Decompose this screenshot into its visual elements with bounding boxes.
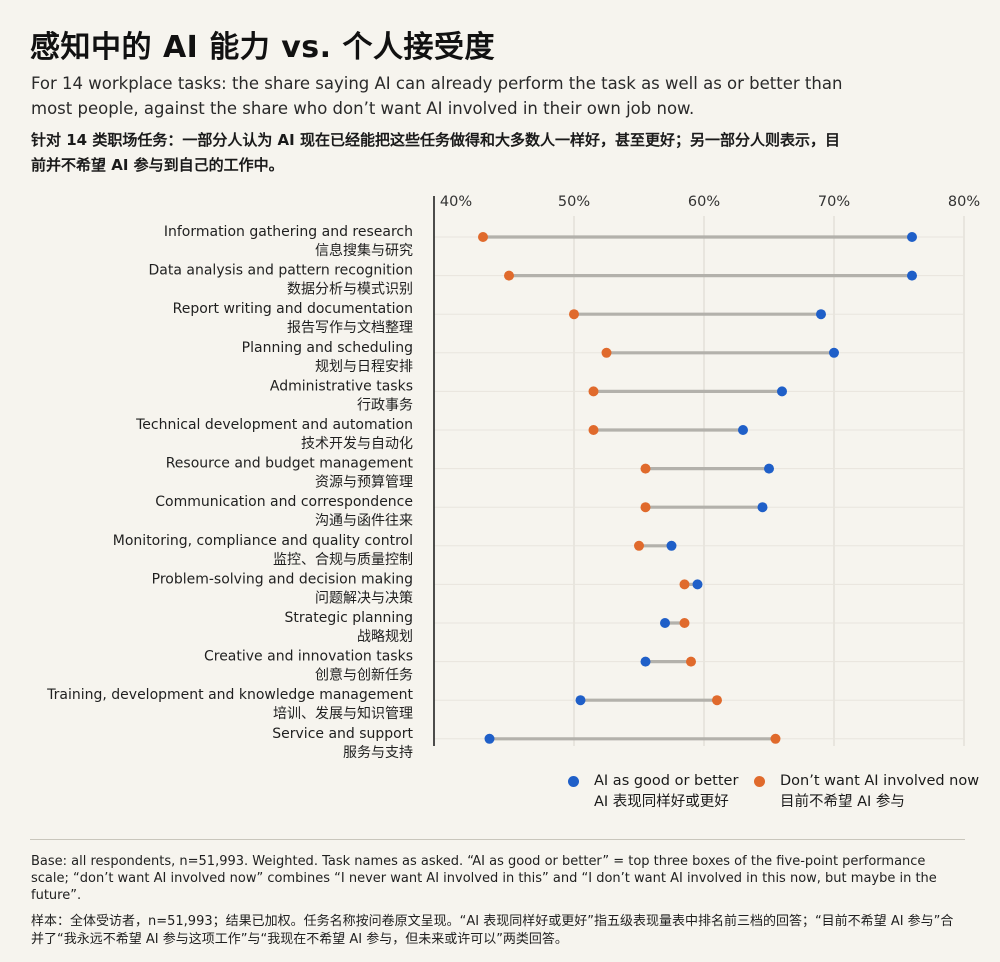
dot-dont-want xyxy=(601,347,612,358)
category-label-en: Information gathering and research xyxy=(164,224,413,240)
dot-ai-as-good xyxy=(816,309,826,320)
legend-label-good-zh: AI 表现同样好或更好 xyxy=(594,794,729,810)
x-tick-label: 50% xyxy=(558,194,590,210)
category-label-zh: 规划与日程安排 xyxy=(315,359,413,375)
dot-dont-want xyxy=(686,656,696,667)
dot-ai-as-good xyxy=(666,540,677,551)
category-label-en: Report writing and documentation xyxy=(173,301,413,317)
dot-dont-want xyxy=(679,579,690,590)
dot-ai-as-good xyxy=(575,695,586,706)
dot-ai-as-good xyxy=(484,733,495,744)
grid-layer xyxy=(433,196,965,746)
x-tick-label: 40% xyxy=(440,194,472,210)
footnote-divider xyxy=(30,839,965,840)
dot-dont-want xyxy=(712,695,722,706)
footnote-en: Base: all respondents, n=51,993. Weighte… xyxy=(31,854,937,903)
category-label-zh: 报告写作与文档整理 xyxy=(287,320,413,336)
category-label-en: Technical development and automation xyxy=(135,417,413,433)
dot-dont-want xyxy=(588,386,599,397)
legend-label-dontwant-zh: 目前不希望 AI 参与 xyxy=(780,794,905,810)
category-label-zh: 服务与支持 xyxy=(343,745,413,761)
legend-label-good-en: AI as good or better xyxy=(594,773,739,789)
dot-ai-as-good xyxy=(777,386,787,397)
dot-dont-want xyxy=(640,502,651,513)
category-label-en: Creative and innovation tasks xyxy=(204,649,413,665)
category-label-en: Monitoring, compliance and quality contr… xyxy=(113,533,413,549)
category-label-zh: 技术开发与自动化 xyxy=(301,436,413,452)
dot-dont-want xyxy=(569,309,579,320)
category-label-en: Planning and scheduling xyxy=(242,340,413,356)
chart-title: 感知中的 AI 能力 vs. 个人接受度 xyxy=(30,30,495,65)
connector-layer xyxy=(481,235,914,741)
category-label-en: Service and support xyxy=(272,726,413,742)
legend-marker-good xyxy=(568,776,579,787)
category-label-en: Communication and correspondence xyxy=(155,494,413,510)
x-tick-label: 80% xyxy=(948,194,980,210)
legend-label-dontwant-en: Don’t want AI involved now xyxy=(780,773,980,789)
category-label-en: Training, development and knowledge mana… xyxy=(46,687,413,703)
dot-ai-as-good xyxy=(660,618,670,628)
category-label-zh: 行政事务 xyxy=(357,397,413,413)
legend-label-dontwant: Don’t want AI involved now 目前不希望 AI 参与 xyxy=(780,771,979,813)
category-label-zh: 数据分析与模式识别 xyxy=(287,282,413,298)
label-layer: 40% 50% 60% 70% 80% Information gathering and… xyxy=(46,194,980,761)
dot-ai-as-good xyxy=(757,502,768,513)
category-label-zh: 资源与预算管理 xyxy=(315,475,413,491)
category-label-en: Strategic planning xyxy=(285,610,414,626)
dot-dont-want xyxy=(478,232,488,242)
category-label-zh: 培训、发展与知识管理 xyxy=(273,705,413,722)
category-label-zh: 沟通与函件往来 xyxy=(315,513,413,529)
category-label-en: Problem-solving and decision making xyxy=(152,571,413,587)
dot-ai-as-good xyxy=(640,656,651,667)
dot-ai-as-good xyxy=(692,579,703,590)
category-label-zh: 战略规划 xyxy=(357,629,413,645)
dot-dont-want xyxy=(588,425,599,435)
category-label-zh: 问题解决与决策 xyxy=(315,589,413,606)
legend-label-good: AI as good or better AI 表现同样好或更好 xyxy=(594,771,738,813)
dot-dont-want xyxy=(504,270,514,281)
x-tick-label: 70% xyxy=(818,194,850,210)
dot-ai-as-good xyxy=(907,270,917,281)
chart-subtitle-zh: 针对 14 类职场任务：一部分人认为 AI 现在已经能把这些任务做得和大多数人一… xyxy=(31,131,840,174)
dot-dont-want xyxy=(679,618,690,628)
legend: AI as good or better AI 表现同样好或更好 Don’t w… xyxy=(568,771,979,821)
legend-marker-dontwant xyxy=(754,776,765,787)
category-label-en: Resource and budget management xyxy=(166,456,414,472)
x-tick-label: 60% xyxy=(688,194,720,210)
category-label-zh: 信息搜集与研究 xyxy=(315,242,413,259)
dot-ai-as-good xyxy=(907,232,917,242)
chart-subtitle: For 14 workplace tasks: the share saying… xyxy=(31,74,843,118)
dot-ai-as-good xyxy=(764,463,774,474)
category-label-en: Administrative tasks xyxy=(270,378,413,394)
dot-dont-want xyxy=(640,463,651,474)
category-label-zh: 监控、合规与质量控制 xyxy=(273,552,413,568)
footnote-zh: 样本：全体受访者，n=51,993；结果已加权。任务名称按问卷原文呈现。“AI … xyxy=(31,914,954,947)
category-label-en: Data analysis and pattern recognition xyxy=(149,263,413,279)
dot-dont-want xyxy=(770,733,781,744)
dot-ai-as-good xyxy=(738,425,748,435)
dot-dont-want xyxy=(634,540,644,551)
dot-layer xyxy=(478,232,917,744)
dot-ai-as-good xyxy=(829,347,839,358)
category-label-zh: 创意与创新任务 xyxy=(315,667,413,684)
